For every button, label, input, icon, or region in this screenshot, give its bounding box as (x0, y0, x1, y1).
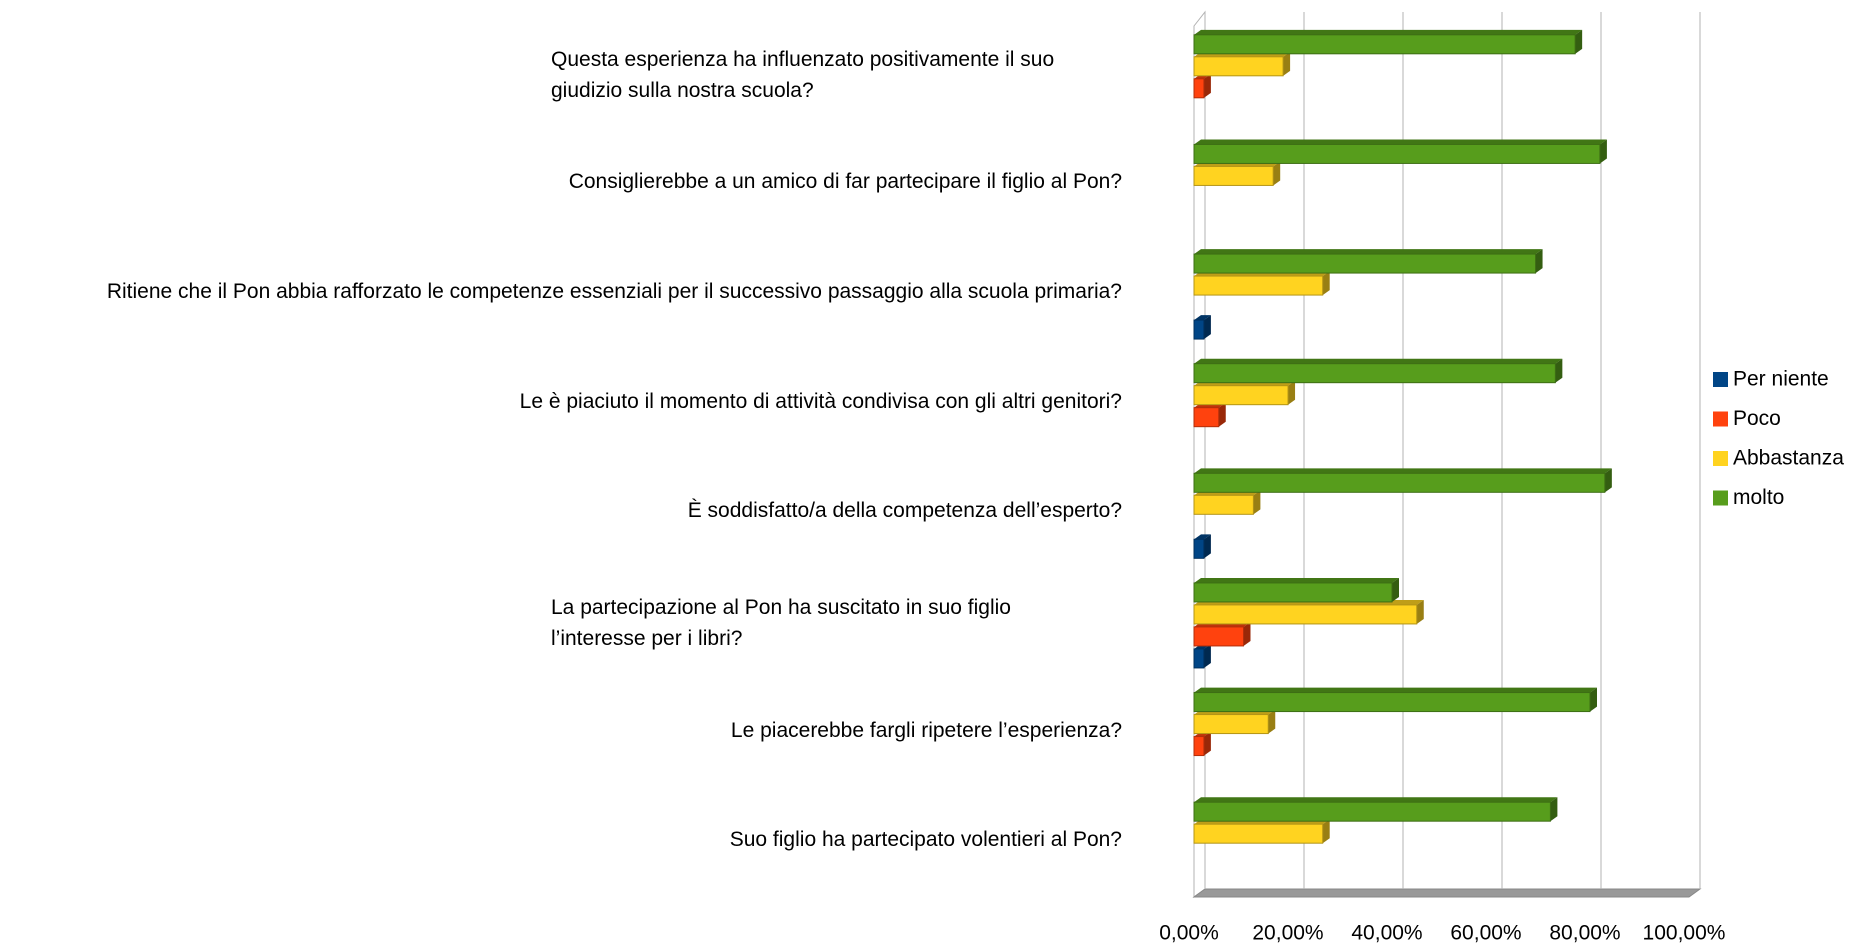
y-tick-label: È soddisfatto/a della competenza dell’es… (687, 499, 1122, 523)
bar-side (1243, 621, 1251, 646)
bar (1193, 648, 1205, 669)
bar-side (1575, 29, 1583, 54)
x-tick-label: 40,00% (1351, 922, 1422, 945)
bar-side (1203, 534, 1211, 559)
y-tick-label: Le piacerebbe fargli ripetere l’esperien… (730, 718, 1122, 742)
legend-label: Poco (1733, 407, 1781, 430)
bar-top (1194, 249, 1543, 255)
bar (1193, 538, 1205, 559)
x-tick-label: 20,00% (1252, 922, 1323, 945)
bar-side (1555, 358, 1563, 383)
bar-side (1218, 402, 1226, 427)
bar-top (1194, 468, 1612, 474)
bar (1193, 472, 1606, 493)
bar-top (1194, 577, 1399, 583)
bar (1193, 736, 1205, 757)
bar-side (1203, 731, 1211, 756)
bar (1193, 692, 1591, 713)
bar (1193, 823, 1324, 844)
legend-swatch (1713, 411, 1728, 427)
bar-side (1288, 380, 1296, 405)
bar (1193, 407, 1220, 428)
bar-top (1194, 29, 1583, 35)
bar-top (1194, 534, 1211, 540)
bar (1193, 582, 1393, 603)
bar (1193, 319, 1205, 340)
y-tick-label: Suo figlio ha partecipato volentieri al … (729, 828, 1122, 852)
bar (1193, 494, 1254, 515)
y-tick-label: La partecipazione al Pon ha suscitato in… (551, 595, 1011, 650)
bar (1193, 143, 1601, 164)
bar (1193, 165, 1274, 186)
bar-side (1283, 51, 1291, 76)
legend-swatch (1713, 372, 1728, 387)
bar (1193, 34, 1576, 55)
bar-side (1322, 271, 1330, 296)
legend-swatch (1713, 451, 1728, 466)
bar-side (1203, 315, 1211, 340)
y-tick-label: Le è piaciuto il momento di attività con… (519, 389, 1122, 413)
bar-side (1550, 797, 1558, 822)
y-tick-label: Questa esperienza ha influenzato positiv… (551, 47, 1055, 102)
bar-side (1268, 709, 1276, 734)
legend-label: Abbastanza (1733, 447, 1844, 470)
bar (1193, 275, 1324, 296)
bar (1193, 714, 1269, 735)
bar (1193, 801, 1551, 822)
x-tick-label: 0,00% (1159, 922, 1219, 945)
bar-side (1590, 687, 1597, 712)
bar-top (1194, 139, 1607, 145)
bar (1193, 78, 1205, 99)
bar-top (1194, 687, 1597, 693)
y-tick-label: Consiglierebbe a un amico di far parteci… (568, 170, 1122, 194)
legend-label: Per niente (1733, 368, 1829, 391)
legend-label: molto (1733, 486, 1784, 509)
bar-side (1604, 468, 1612, 493)
legend-swatch (1713, 490, 1728, 506)
bar-side (1416, 599, 1424, 624)
bar (1193, 604, 1418, 625)
y-tick-label: Ritiene che il Pon abbia rafforzato le c… (106, 280, 1122, 304)
bar-side (1203, 73, 1211, 98)
x-tick-label: 100,00% (1643, 922, 1726, 945)
bar-side (1535, 249, 1543, 274)
bar (1193, 56, 1284, 77)
bar-side (1599, 139, 1607, 164)
bar (1193, 363, 1556, 384)
bar (1193, 253, 1537, 274)
floor (1192, 888, 1702, 898)
bar-side (1253, 490, 1261, 515)
bar-top (1194, 358, 1563, 364)
x-tick-label: 80,00% (1549, 922, 1620, 945)
bar-side (1203, 643, 1211, 668)
bar-side (1392, 577, 1399, 602)
x-tick-label: 60,00% (1450, 922, 1521, 945)
bar-side (1273, 161, 1281, 186)
bar-top (1194, 797, 1558, 803)
bar-top (1194, 315, 1211, 321)
bar (1193, 626, 1244, 647)
bar-side (1322, 819, 1330, 844)
bar (1193, 385, 1289, 406)
